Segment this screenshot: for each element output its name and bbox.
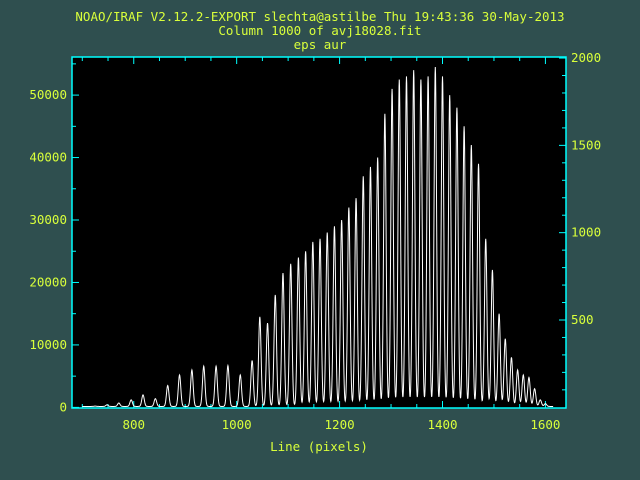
header-line-column: Column 1000 of avj18028.fit xyxy=(218,23,422,38)
x-axis-label: Line (pixels) xyxy=(270,439,368,454)
axis-ticks xyxy=(72,57,566,408)
x-tick-label: 1000 xyxy=(222,417,252,432)
y-tick-label: 50000 xyxy=(29,87,67,102)
data-trace xyxy=(82,66,554,407)
plot-area xyxy=(72,57,566,408)
y-tick-label: 40000 xyxy=(29,150,67,165)
axis-frame xyxy=(71,56,567,409)
y2-tick-label: 2000 xyxy=(571,50,601,65)
y-tick-label: 10000 xyxy=(29,337,67,352)
y2-tick-label: 1500 xyxy=(571,137,601,152)
tick-labels: 800 1000 1200 1400 1600 0 10000 20000 30000 40000… xyxy=(29,50,601,432)
y-tick-label: 20000 xyxy=(29,274,67,289)
x-tick-label: 1400 xyxy=(427,417,457,432)
y-tick-label: 0 xyxy=(59,399,67,414)
header-line-system: NOAO/IRAF V2.12.2-EXPORT slechta@astilbe… xyxy=(75,9,565,24)
y2-tick-label: 500 xyxy=(571,312,594,327)
x-tick-label: 800 xyxy=(122,417,145,432)
x-tick-label: 1600 xyxy=(530,417,560,432)
x-tick-label: 1200 xyxy=(325,417,355,432)
y2-tick-label: 1000 xyxy=(571,225,601,240)
header-line-object: eps aur xyxy=(293,37,347,52)
y-tick-label: 30000 xyxy=(29,212,67,227)
